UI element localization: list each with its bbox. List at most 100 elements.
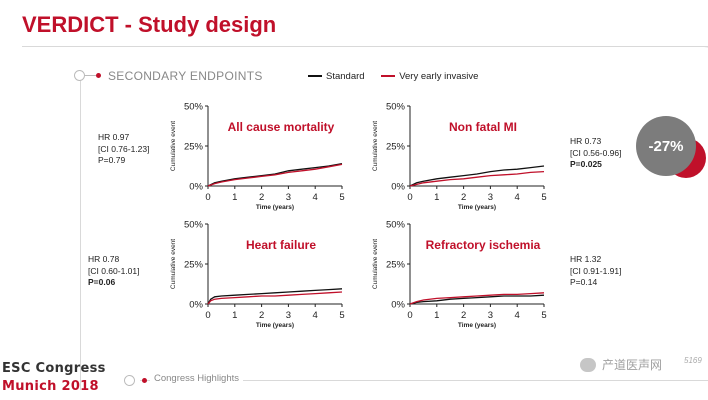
y-tick-label: 25%: [184, 260, 204, 271]
chart-title: Heart failure: [246, 238, 316, 252]
x-tick-label: 5: [541, 192, 546, 203]
y-axis-label: Cumulative event: [170, 239, 177, 289]
chart-title: Non fatal MI: [449, 120, 517, 134]
y-tick-label: 50%: [386, 102, 406, 113]
hr-block-all-cause: HR 0.97 [CI 0.76-1.23] P=0.79: [98, 132, 150, 167]
watermark-number: 5169: [684, 356, 702, 365]
x-tick-label: 5: [339, 192, 344, 203]
x-tick-label: 0: [205, 310, 210, 321]
hr-block-non-fatal-mi: HR 0.73 [CI 0.56-0.96] P=0.025: [570, 136, 622, 171]
y-tick-label: 0%: [391, 300, 405, 311]
footer-node-icon: [124, 375, 135, 386]
x-tick-label: 4: [313, 192, 318, 203]
series-line-standard: [207, 288, 343, 305]
x-tick-label: 0: [407, 310, 412, 321]
series-line-very-early-invasive: [409, 292, 545, 305]
x-axis-label: Time (years): [458, 322, 496, 329]
series-line-very-early-invasive: [409, 170, 545, 187]
watermark-text: 产道医声网: [602, 358, 663, 372]
ci-value: [CI 0.76-1.23]: [98, 143, 150, 154]
series-line-standard: [409, 294, 545, 305]
hr-value: HR 1.32: [570, 254, 602, 264]
p-value: P=0.025: [570, 159, 602, 169]
x-tick-label: 4: [515, 310, 520, 321]
title-divider-curve: [691, 46, 708, 65]
ci-value: [CI 0.60-1.01]: [88, 265, 140, 276]
y-tick-label: 50%: [386, 220, 406, 231]
legend-swatch-early-invasive: [381, 75, 396, 77]
x-axis-label: Time (years): [256, 204, 294, 211]
legend-label-early-invasive: Very early invasive: [399, 70, 479, 82]
chart-all-cause-mortality: 0% 25% 50% 0 1 2 3 4 5 Time (years) Cumulative eve…: [170, 102, 345, 212]
footer-highlights: Congress Highlights: [150, 373, 244, 384]
timeline-dot-icon: [96, 73, 101, 78]
x-tick-label: 2: [259, 192, 264, 203]
y-tick-label: 50%: [184, 220, 204, 231]
page-title: VERDICT - Study design: [22, 12, 277, 37]
series-line-very-early-invasive: [207, 291, 343, 305]
timeline-connector: [84, 75, 96, 76]
x-tick-label: 3: [286, 310, 291, 321]
watermark: 产道医声网: [580, 356, 662, 373]
hr-value: HR 0.78: [88, 254, 120, 264]
y-tick-label: 0%: [391, 182, 405, 193]
y-tick-label: 25%: [184, 142, 204, 153]
x-tick-label: 3: [488, 192, 493, 203]
series-line-standard: [207, 162, 343, 187]
x-tick-label: 2: [259, 310, 264, 321]
title-divider: [22, 46, 708, 47]
y-axis-label: Cumulative event: [372, 121, 379, 171]
footer-congress-name: ESC Congress: [2, 361, 106, 376]
reduction-badge: -27%: [636, 116, 696, 176]
x-tick-label: 1: [232, 192, 237, 203]
p-number: 0.06: [98, 277, 116, 287]
p-value: P=0.79: [98, 155, 126, 165]
ci-value: [CI 0.91-1.91]: [570, 265, 622, 276]
chart-refractory-ischemia: 0% 25% 50% 0 1 2 3 4 5 Time (years) Cumulative eve…: [372, 220, 547, 330]
hr-value: HR 0.73: [570, 136, 602, 146]
p-value: P=0.14: [570, 277, 598, 287]
x-tick-label: 4: [313, 310, 318, 321]
ci-value: [CI 0.56-0.96]: [570, 147, 622, 158]
series-line-very-early-invasive: [207, 163, 343, 187]
y-axis-label: Cumulative event: [170, 121, 177, 171]
x-tick-label: 1: [434, 192, 439, 203]
chart-title: Refractory ischemia: [426, 238, 541, 252]
y-tick-label: 0%: [189, 300, 203, 311]
chart-non-fatal-mi: 0% 25% 50% 0 1 2 3 4 5 Time (years) Cumulative eve…: [372, 102, 547, 212]
footer-congress-location: Munich 2018: [2, 379, 99, 394]
footer-dot-icon: [142, 378, 147, 383]
y-tick-label: 50%: [184, 102, 204, 113]
hr-block-refractory: HR 1.32 [CI 0.91-1.91] P=0.14: [570, 254, 622, 289]
timeline-line: [80, 70, 81, 390]
p-value: P=0.06: [88, 277, 140, 289]
x-tick-label: 3: [488, 310, 493, 321]
x-axis-label: Time (years): [256, 322, 294, 329]
x-tick-label: 0: [205, 192, 210, 203]
x-tick-label: 4: [515, 192, 520, 203]
wechat-icon: [580, 357, 596, 372]
hr-value: HR 0.97: [98, 132, 130, 142]
legend-item-standard: Standard: [308, 71, 365, 82]
x-tick-label: 5: [339, 310, 344, 321]
x-axis-label: Time (years): [458, 204, 496, 211]
x-tick-label: 3: [286, 192, 291, 203]
reduction-badge-group: -27%: [636, 116, 708, 186]
chart-title: All cause mortality: [228, 120, 335, 134]
y-axis-label: Cumulative event: [372, 239, 379, 289]
x-tick-label: 5: [541, 310, 546, 321]
y-tick-label: 25%: [386, 142, 406, 153]
legend-label-standard: Standard: [326, 70, 365, 82]
chart-heart-failure: 0% 25% 50% 0 1 2 3 4 5 Time (years) Cumulative eve…: [170, 220, 345, 330]
chart-legend: Standard Very early invasive: [308, 69, 492, 82]
p-label: P=: [88, 277, 99, 287]
legend-item-early-invasive: Very early invasive: [381, 71, 478, 82]
y-tick-label: 25%: [386, 260, 406, 271]
footer-rule: [140, 380, 708, 381]
x-tick-label: 2: [461, 310, 466, 321]
x-tick-label: 1: [232, 310, 237, 321]
legend-swatch-standard: [308, 75, 322, 77]
x-tick-label: 0: [407, 192, 412, 203]
hr-block-heart-failure: HR 0.78 [CI 0.60-1.01] P=0.06: [88, 254, 140, 289]
x-tick-label: 1: [434, 310, 439, 321]
